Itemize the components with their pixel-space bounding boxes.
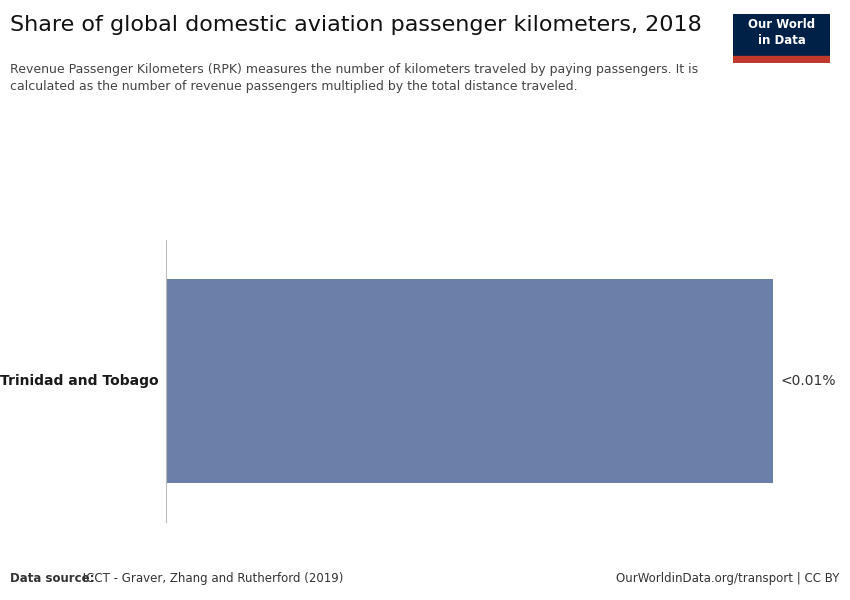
Text: ICCT - Graver, Zhang and Rutherford (2019): ICCT - Graver, Zhang and Rutherford (201… [79, 572, 343, 585]
Text: Our World
in Data: Our World in Data [748, 18, 815, 47]
Bar [166, 280, 774, 482]
Bar [733, 56, 830, 63]
Text: Trinidad and Tobago: Trinidad and Tobago [0, 374, 158, 388]
Text: <0.01%: <0.01% [781, 374, 836, 388]
Text: Revenue Passenger Kilometers (RPK) measures the number of kilometers traveled by: Revenue Passenger Kilometers (RPK) measu… [10, 63, 699, 93]
Text: Share of global domestic aviation passenger kilometers, 2018: Share of global domestic aviation passen… [10, 15, 702, 35]
Text: OurWorldinData.org/transport | CC BY: OurWorldinData.org/transport | CC BY [616, 572, 840, 585]
Text: Data source:: Data source: [10, 572, 94, 585]
